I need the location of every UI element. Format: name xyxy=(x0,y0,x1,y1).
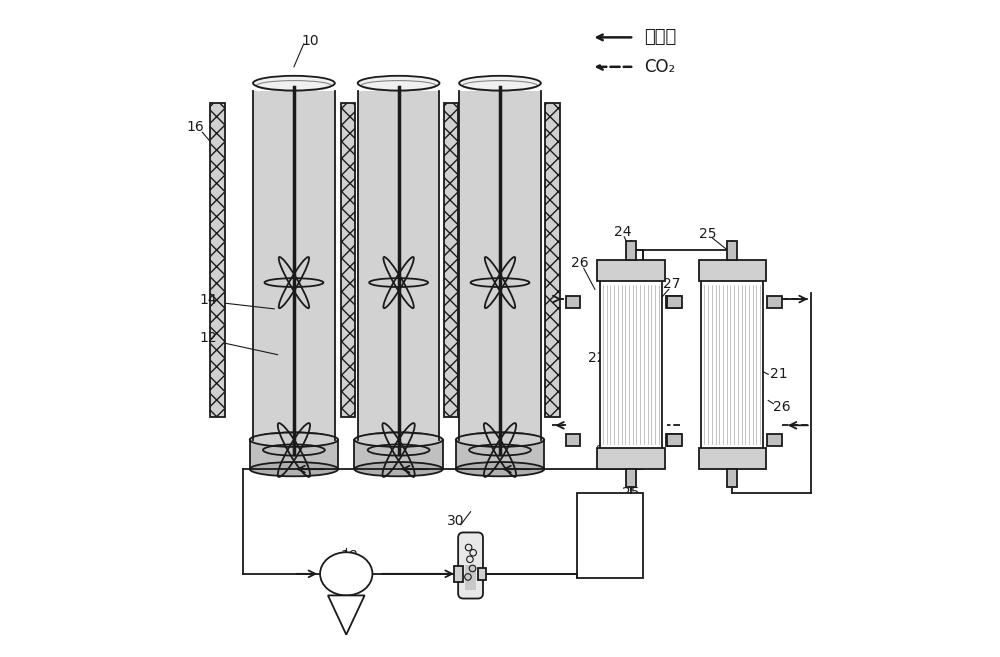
Text: 22: 22 xyxy=(588,351,606,365)
Ellipse shape xyxy=(358,432,439,447)
Bar xyxy=(354,440,443,469)
Ellipse shape xyxy=(320,553,372,595)
Text: 30: 30 xyxy=(447,514,464,528)
Bar xyxy=(666,434,680,446)
Bar xyxy=(459,91,541,440)
Bar xyxy=(358,91,439,440)
Text: 14: 14 xyxy=(199,294,217,307)
Bar xyxy=(465,565,476,590)
Bar xyxy=(341,102,355,417)
Text: 25: 25 xyxy=(699,227,717,240)
Bar xyxy=(545,102,560,417)
Bar xyxy=(699,260,766,281)
Text: 26: 26 xyxy=(571,256,589,270)
Bar xyxy=(253,91,335,440)
Ellipse shape xyxy=(253,432,335,447)
Bar xyxy=(699,448,766,469)
Text: 18: 18 xyxy=(341,549,358,563)
Bar xyxy=(767,296,782,308)
Bar xyxy=(577,493,643,578)
Text: 16: 16 xyxy=(187,120,205,134)
FancyBboxPatch shape xyxy=(458,532,483,599)
Text: 27: 27 xyxy=(596,445,613,459)
Text: 26: 26 xyxy=(773,400,790,414)
Text: CO₂: CO₂ xyxy=(644,58,675,76)
Ellipse shape xyxy=(250,462,338,476)
Ellipse shape xyxy=(253,76,335,91)
Text: 12: 12 xyxy=(199,331,217,346)
Polygon shape xyxy=(328,595,365,635)
Bar xyxy=(566,434,580,446)
Bar xyxy=(566,296,580,308)
Bar xyxy=(626,242,636,260)
Ellipse shape xyxy=(459,432,541,447)
Bar xyxy=(210,102,225,417)
Bar xyxy=(667,434,682,446)
Bar xyxy=(250,440,338,469)
Text: 24: 24 xyxy=(614,225,632,239)
Ellipse shape xyxy=(250,432,338,447)
Bar xyxy=(666,296,680,308)
Ellipse shape xyxy=(358,76,439,91)
Ellipse shape xyxy=(459,76,541,91)
Bar xyxy=(454,566,463,581)
Text: 培养基: 培养基 xyxy=(644,28,676,47)
Bar xyxy=(444,102,458,417)
Bar xyxy=(626,469,636,487)
Text: 27: 27 xyxy=(663,277,680,291)
Ellipse shape xyxy=(456,432,544,447)
Bar xyxy=(597,448,665,469)
Bar xyxy=(727,242,737,260)
Text: 25: 25 xyxy=(622,486,640,501)
Bar xyxy=(727,469,737,487)
Bar xyxy=(767,434,782,446)
Ellipse shape xyxy=(354,462,443,476)
Bar xyxy=(456,440,544,469)
Bar xyxy=(667,296,682,308)
Ellipse shape xyxy=(456,462,544,476)
Bar xyxy=(478,568,486,579)
Text: 24: 24 xyxy=(737,446,755,460)
Text: 21: 21 xyxy=(770,367,788,381)
Bar xyxy=(600,279,662,449)
Bar xyxy=(597,260,665,281)
Ellipse shape xyxy=(354,432,443,447)
Bar xyxy=(701,279,763,449)
Text: 10: 10 xyxy=(301,34,319,48)
